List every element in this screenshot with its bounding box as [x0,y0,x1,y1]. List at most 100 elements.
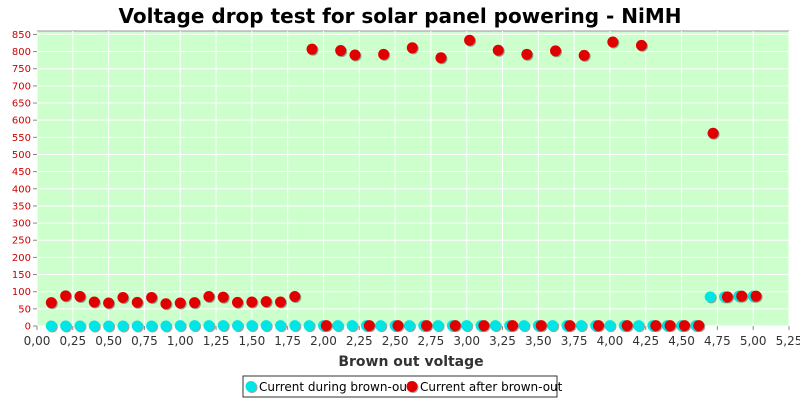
x-tick-label: 4,50 [668,334,695,348]
x-axis-ticks: 0,00 0,25 0,50 0,75 1,00 1,25 1,50 1,75 2,00 2,25… [24,334,800,348]
data-point-after [721,291,733,303]
data-point-after [664,320,676,332]
data-point-after [693,320,705,332]
legend-box [242,375,558,398]
data-point-during [60,320,72,332]
legend: Current during brown-out Current after br… [242,375,563,398]
x-tick-label: 1,50 [238,334,265,348]
data-point-during [146,320,158,332]
data-point-after [260,296,272,308]
data-point-after [203,291,215,302]
y-tick-label: 0 [25,322,31,333]
data-point-after [103,297,115,309]
y-tick-label: 100 [12,287,31,298]
data-point-during [260,320,272,332]
y-tick-label: 600 [12,116,31,127]
data-point-during [103,320,115,332]
data-point-after [146,292,158,304]
legend-label: Current after brown-out [420,380,563,394]
data-point-after [535,320,547,332]
data-point-after [406,42,418,54]
x-tick-label: 2,75 [418,334,445,348]
data-point-during [518,320,530,332]
data-point-during [704,291,716,303]
data-point-after [60,290,72,302]
data-point-after [289,291,301,302]
data-point-after [378,48,390,60]
data-point-during [403,320,415,332]
x-tick-label: 2,25 [346,334,373,348]
data-point-after [550,45,562,57]
x-tick-label: 0,00 [24,334,51,348]
data-point-during [88,320,100,332]
data-point-during [489,320,501,332]
data-point-after [45,297,57,309]
data-point-during [375,320,387,332]
data-point-after [217,291,229,303]
data-point-after [246,296,258,308]
x-tick-label: 1,00 [167,334,194,348]
y-tick-label: 800 [12,47,31,58]
data-point-after [635,39,647,51]
y-tick-label: 550 [12,133,31,144]
x-tick-label: 3,25 [489,334,516,348]
data-points [45,34,763,333]
data-point-during [332,320,344,332]
data-point-during [604,320,616,332]
x-tick-label: 4,75 [704,334,731,348]
y-tick-label: 250 [12,236,31,247]
data-point-after [650,320,662,332]
data-point-during [547,320,559,332]
x-tick-label: 5,25 [776,334,800,348]
x-tick-label: 2,00 [310,334,337,348]
data-point-during [346,320,358,332]
data-point-after [320,320,332,332]
chart-title: Voltage drop test for solar panel poweri… [119,4,682,28]
data-point-during [633,320,645,332]
data-point-after [750,290,762,302]
data-point-during [117,320,129,332]
y-tick-label: 50 [18,304,31,315]
data-point-after [335,45,347,57]
y-axis-ticks: 0 50 100 150 200 250 300 350 400 450 500 550 600 650 7… [12,30,31,333]
data-point-after [435,52,447,64]
data-point-during [45,320,57,332]
data-point-after [564,320,576,332]
data-point-during [131,320,143,332]
data-point-during [217,320,229,332]
data-point-after [707,127,719,139]
x-tick-label: 0,25 [59,334,86,348]
legend-marker [245,381,257,392]
y-tick-label: 200 [12,253,31,264]
data-point-after [117,292,129,304]
data-point-during [174,320,186,332]
data-point-after [275,296,287,308]
data-point-after [421,320,433,332]
data-point-after [507,320,519,332]
data-point-after [131,296,143,308]
data-point-after [392,320,404,332]
data-point-during [246,320,258,332]
data-point-during [575,320,587,332]
data-point-after [492,44,504,56]
legend-label: Current during brown-out [259,380,412,394]
data-point-during [232,320,244,332]
data-point-after [464,34,476,46]
legend-marker [406,381,418,392]
x-tick-label: 2,50 [382,334,409,348]
x-tick-label: 1,75 [274,334,301,348]
data-point-after [363,320,375,332]
x-tick-label: 0,50 [95,334,122,348]
data-point-after [232,296,244,308]
data-point-after [449,320,461,332]
plot-background [36,30,790,327]
data-point-after [521,48,533,60]
data-point-after [189,297,201,309]
x-axis-label: Brown out voltage [338,354,483,370]
data-point-during [189,320,201,332]
x-tick-label: 3,75 [561,334,588,348]
data-point-during [461,320,473,332]
data-point-after [306,43,318,55]
